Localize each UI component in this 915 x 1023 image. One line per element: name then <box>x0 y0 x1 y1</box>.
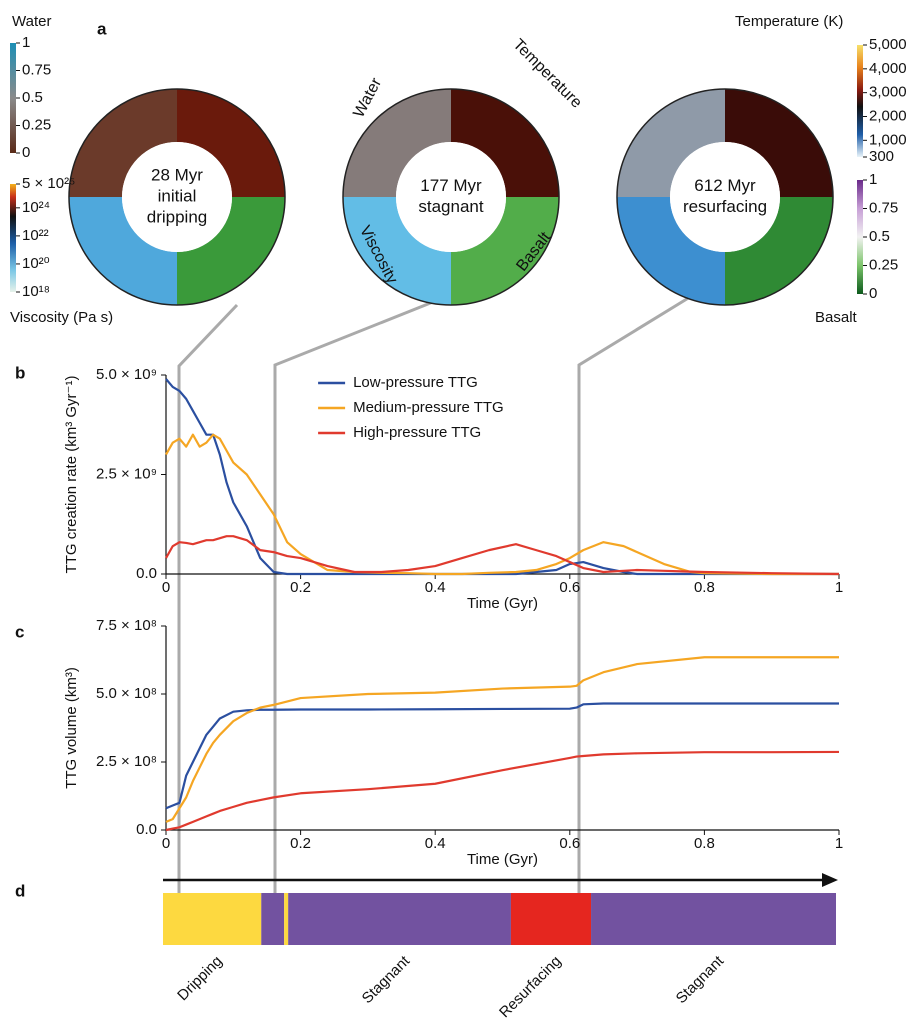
x-tick-label: 0.8 <box>694 835 715 852</box>
colorbar-title: Basalt <box>815 309 858 326</box>
regime-label: Stagnant <box>359 952 414 1007</box>
colorbar-tick-label: 1,000 <box>869 131 907 148</box>
colorbar-tick-label: 0.75 <box>22 61 51 78</box>
colorbar-tick-label: 10²⁰ <box>22 255 50 272</box>
y-axis-label: TTG creation rate (km³ Gyr⁻¹) <box>63 376 80 574</box>
legend-label: High-pressure TTG <box>353 424 481 441</box>
snapshot-label: 612 Myr <box>694 176 756 195</box>
series-line <box>166 704 839 809</box>
series-line <box>166 435 839 574</box>
y-tick-label: 2.5 × 10⁸ <box>96 753 157 770</box>
snapshot-label: stagnant <box>418 197 483 216</box>
y-tick-label: 0.0 <box>136 821 157 838</box>
snapshot-label: resurfacing <box>683 197 767 216</box>
series-line <box>166 536 839 574</box>
snapshot-label: dripping <box>147 207 208 226</box>
regime-segment <box>288 893 511 945</box>
regime-segment <box>284 893 288 945</box>
regime-segment <box>511 893 591 945</box>
quadrant-label: Temperature <box>509 36 585 112</box>
colorbar-tick-label: 0.5 <box>869 228 890 245</box>
y-tick-label: 2.5 × 10⁹ <box>96 465 157 482</box>
y-tick-label: 5.0 × 10⁹ <box>96 366 157 383</box>
colorbar-tick-label: 10¹⁸ <box>22 283 50 300</box>
x-tick-label: 0.2 <box>290 579 311 596</box>
y-tick-label: 0.0 <box>136 565 157 582</box>
connector <box>579 297 690 893</box>
snapshot-label: initial <box>158 186 197 205</box>
x-tick-label: 0 <box>162 835 170 852</box>
colorbar-tick-label: 0 <box>869 285 877 302</box>
x-tick-label: 0.2 <box>290 835 311 852</box>
x-axis-label: Time (Gyr) <box>467 595 538 612</box>
colorbar-title: Viscosity (Pa s) <box>10 309 113 326</box>
colorbar-tick-label: 0.25 <box>22 116 51 133</box>
colorbar-tick-label: 10²⁴ <box>22 199 50 216</box>
connector <box>179 305 237 893</box>
colorbar-tick-label: 300 <box>869 148 894 165</box>
y-axis-label: TTG volume (km³) <box>63 667 80 789</box>
x-axis-label: Time (Gyr) <box>467 851 538 868</box>
colorbar-tick-label: 5,000 <box>869 36 907 53</box>
colorbar-tick-label: 0.5 <box>22 89 43 106</box>
colorbar-tick-label: 0.75 <box>869 199 898 216</box>
colorbar-tick-label: 2,000 <box>869 107 907 124</box>
legend-label: Low-pressure TTG <box>353 374 478 391</box>
x-tick-label: 0.6 <box>559 835 580 852</box>
colorbar-tick-label: 10²² <box>22 227 49 244</box>
x-tick-label: 1 <box>835 835 843 852</box>
colorbar-tick-label: 0.25 <box>869 256 898 273</box>
colorbar-tick-label: 1 <box>22 34 30 51</box>
time-arrow-head <box>822 873 838 887</box>
x-tick-label: 0.8 <box>694 579 715 596</box>
regime-segment <box>163 893 261 945</box>
colorbar-title: Temperature (K) <box>735 13 843 30</box>
colorbar <box>10 184 16 292</box>
snapshot-label: 177 Myr <box>420 176 482 195</box>
panel-letter: d <box>15 881 25 900</box>
x-tick-label: 1 <box>835 579 843 596</box>
quadrant-label: Water <box>350 75 385 121</box>
colorbar <box>857 45 863 157</box>
colorbar-tick-label: 1 <box>869 171 877 188</box>
regime-label: Resurfacing <box>496 953 565 1022</box>
panel-letter: a <box>97 19 107 38</box>
colorbar-title: Water <box>12 13 51 30</box>
colorbar <box>10 43 16 153</box>
regime-label: Stagnant <box>673 952 728 1007</box>
regime-label: Dripping <box>174 953 226 1005</box>
snapshot-label: 28 Myr <box>151 165 203 184</box>
colorbar-tick-label: 5 × 10²⁵ <box>22 175 75 192</box>
colorbar-tick-label: 3,000 <box>869 84 907 101</box>
regime-segment <box>261 893 284 945</box>
panel-letter: b <box>15 363 25 382</box>
figure: a 28 Myr initial dripping 177 Myr stagnant 61… <box>0 0 915 1023</box>
series-line <box>166 657 839 822</box>
series-line <box>166 752 839 830</box>
x-tick-label: 0 <box>162 579 170 596</box>
x-tick-label: 0.4 <box>425 835 446 852</box>
colorbar <box>857 180 863 294</box>
colorbar-tick-label: 0 <box>22 144 30 161</box>
x-tick-label: 0.6 <box>559 579 580 596</box>
regime-segment <box>591 893 836 945</box>
y-tick-label: 7.5 × 10⁸ <box>96 617 157 634</box>
y-tick-label: 5.0 × 10⁸ <box>96 685 157 702</box>
colorbar-tick-label: 4,000 <box>869 60 907 77</box>
legend-label: Medium-pressure TTG <box>353 399 504 416</box>
panel-letter: c <box>15 622 24 641</box>
x-tick-label: 0.4 <box>425 579 446 596</box>
